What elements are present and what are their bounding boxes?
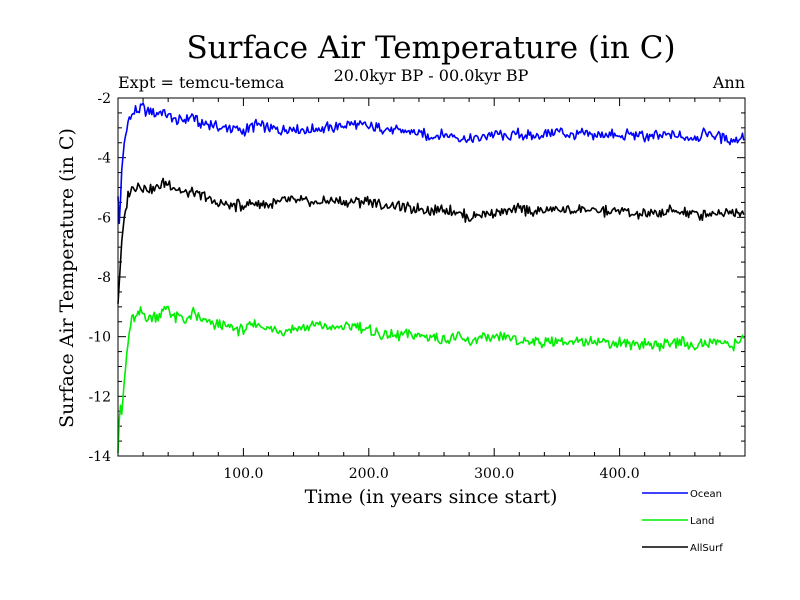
series-line-allsurf (117, 177, 745, 304)
y-tick-label: -10 (88, 330, 111, 346)
y-tick-label: -14 (88, 449, 111, 465)
chart-subtitle: 20.0kyr BP - 00.0kyr BP (334, 66, 529, 85)
y-axis-label: Surface Air Temperature (in C) (56, 128, 78, 428)
y-tick-label: -12 (88, 389, 111, 405)
legend-label-land: Land (690, 516, 714, 527)
experiment-label: Expt = temcu-temca (118, 73, 285, 92)
chart-title: Surface Air Temperature (in C) (186, 30, 675, 66)
y-tick-label: -4 (97, 151, 111, 167)
axis-ticks (118, 97, 745, 457)
x-tick-label: 200.0 (349, 466, 389, 482)
period-label: Ann (712, 73, 745, 92)
x-tick-label: 100.0 (223, 466, 263, 482)
series-line-land (117, 305, 745, 454)
legend-label-ocean: Ocean (690, 489, 722, 500)
plot-frame (117, 97, 746, 457)
x-axis-label: Time (in years since start) (305, 486, 558, 508)
x-tick-label: 400.0 (600, 466, 640, 482)
series-lines (117, 102, 745, 454)
legend-label-allsurf: AllSurf (690, 543, 723, 554)
axis-tick-labels: -2 -4 -6 -8 -10 -12 -14 100.0 200.0 300.0 400.0 (88, 91, 639, 482)
y-tick-label: -2 (97, 91, 111, 107)
y-tick-label: -6 (97, 210, 111, 226)
x-tick-label: 300.0 (474, 466, 514, 482)
y-tick-label: -8 (97, 270, 111, 286)
series-line-ocean (117, 102, 745, 225)
legend: Ocean Land AllSurf (642, 489, 723, 554)
